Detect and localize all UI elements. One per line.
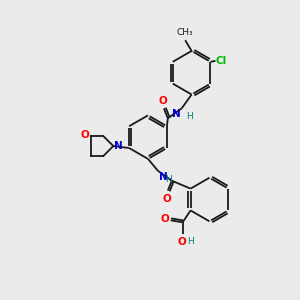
Text: N: N	[114, 141, 123, 151]
Text: O: O	[160, 214, 169, 224]
Text: O: O	[177, 237, 186, 247]
Text: H: H	[188, 237, 194, 246]
Text: H: H	[186, 112, 192, 122]
Text: CH₃: CH₃	[176, 28, 193, 37]
Text: O: O	[81, 130, 89, 140]
Text: N: N	[172, 110, 181, 119]
Text: O: O	[158, 96, 167, 106]
Text: Cl: Cl	[215, 56, 227, 66]
Text: O: O	[163, 194, 171, 204]
Text: N: N	[159, 172, 168, 182]
Text: H: H	[165, 175, 172, 184]
